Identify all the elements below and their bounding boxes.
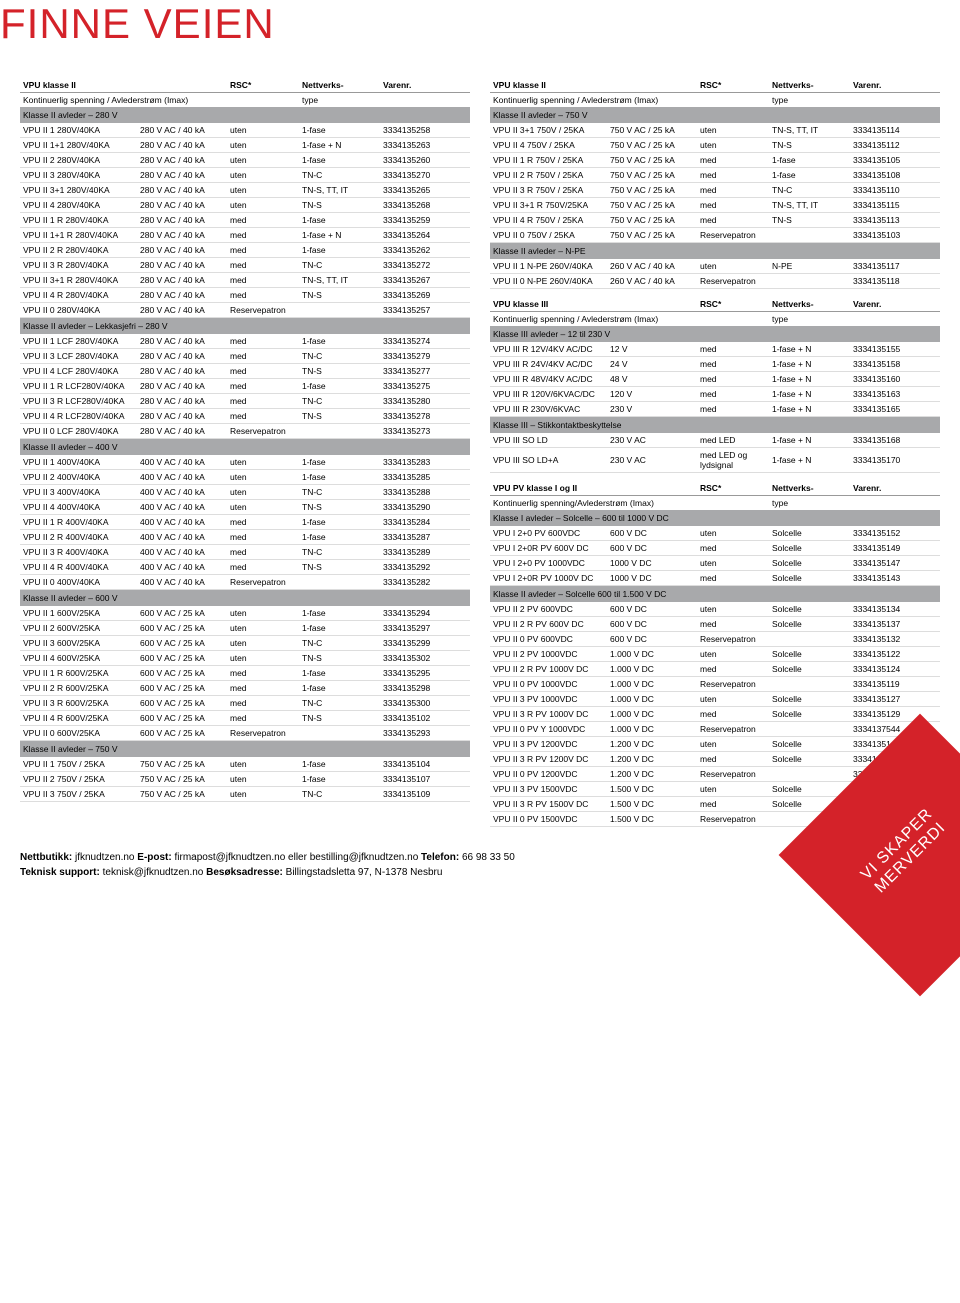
table-row: VPU I 2+0R PV 1000V DC1000 V DCmedSolcel…	[490, 571, 940, 586]
table-row: VPU II 3 750V / 25KA750 V AC / 25 kAuten…	[20, 787, 470, 802]
table-row: VPU II 3 280V/40KA280 V AC / 40 kAutenTN…	[20, 168, 470, 183]
table-row: VPU II 2 400V/40KA400 V AC / 40 kAuten1-…	[20, 470, 470, 485]
table-row: VPU III SO LD230 V ACmed LED1-fase + N33…	[490, 433, 940, 448]
table-row: VPU II 1 280V/40KA280 V AC / 40 kAuten1-…	[20, 123, 470, 138]
table-row: VPU II 2 R 750V / 25KA750 V AC / 25 kAme…	[490, 168, 940, 183]
table-row: VPU II 0 PV Y 1000VDC1.000 V DCReservepa…	[490, 722, 940, 737]
table-row: Klasse III avleder – 12 til 230 V	[490, 326, 940, 342]
table-row: VPU II 4 600V/25KA600 V AC / 25 kAutenTN…	[20, 651, 470, 666]
table-row: VPU II 0 N-PE 260V/40KA260 V AC / 40 kAR…	[490, 274, 940, 289]
table-row: VPU II 1 R 600V/25KA600 V AC / 25 kAmed1…	[20, 666, 470, 681]
table-row: VPU II 0 600V/25KA600 V AC / 25 kAReserv…	[20, 726, 470, 741]
table-row: Klasse III – Stikkontaktbeskyttelse	[490, 417, 940, 434]
table-row: VPU II 1 R 750V / 25KA750 V AC / 25 kAme…	[490, 153, 940, 168]
table-row: VPU II 1 N-PE 260V/40KA260 V AC / 40 kAu…	[490, 259, 940, 274]
table-row: VPU II 2 R PV 1000V DC1.000 V DCmedSolce…	[490, 662, 940, 677]
table-row: VPU II 1 750V / 25KA750 V AC / 25 kAuten…	[20, 757, 470, 772]
table-row: VPU III SO LD+A230 V ACmed LED og lydsig…	[490, 448, 940, 473]
table-row: VPU II 0 LCF 280V/40KA280 V AC / 40 kARe…	[20, 424, 470, 439]
table-row: VPU II 4 R 280V/40KA280 V AC / 40 kAmedT…	[20, 288, 470, 303]
table-row: Klasse II avleder – Solcelle 600 til 1.5…	[490, 586, 940, 603]
table-row: VPU II 3 R PV 1000V DC1.000 V DCmedSolce…	[490, 707, 940, 722]
table-row: VPU II 4 400V/40KA400 V AC / 40 kAutenTN…	[20, 500, 470, 515]
table-row: VPU II 4 280V/40KA280 V AC / 40 kAutenTN…	[20, 198, 470, 213]
table-row: VPU II 1+1 280V/40KA280 V AC / 40 kAuten…	[20, 138, 470, 153]
table-row: VPU II 1 R 400V/40KA400 V AC / 40 kAmed1…	[20, 515, 470, 530]
table-row: VPU II 1+1 R 280V/40KA280 V AC / 40 kAme…	[20, 228, 470, 243]
page-title: FINNE VEIEN	[0, 0, 940, 48]
table-row: Klasse II avleder – Lekkasjefri – 280 V	[20, 318, 470, 335]
table-row: VPU II 2 PV 600VDC600 V DCutenSolcelle33…	[490, 602, 940, 617]
table-row: Klasse II avleder – 750 V	[20, 741, 470, 758]
table-row: VPU I 2+0R PV 600V DC600 V DCmedSolcelle…	[490, 541, 940, 556]
table-row: VPU II 2 R 280V/40KA280 V AC / 40 kAmed1…	[20, 243, 470, 258]
table-row: VPU II 2 PV 1000VDC1.000 V DCutenSolcell…	[490, 647, 940, 662]
table-row: VPU II 4 R 400V/40KA400 V AC / 40 kAmedT…	[20, 560, 470, 575]
table-row: VPU III R 48V/4KV AC/DC48 Vmed1-fase + N…	[490, 372, 940, 387]
table-row: VPU II 3 400V/40KA400 V AC / 40 kAutenTN…	[20, 485, 470, 500]
table-row: VPU II 3 R 400V/40KA400 V AC / 40 kAmedT…	[20, 545, 470, 560]
table-row: VPU II 1 400V/40KA400 V AC / 40 kAuten1-…	[20, 455, 470, 470]
table-row: VPU II 3 600V/25KA600 V AC / 25 kAutenTN…	[20, 636, 470, 651]
table-row: Klasse I avleder – Solcelle – 600 til 10…	[490, 510, 940, 526]
table-row: VPU II 3 LCF 280V/40KA280 V AC / 40 kAme…	[20, 349, 470, 364]
table-row: VPU II 0 280V/40KA280 V AC / 40 kAReserv…	[20, 303, 470, 318]
table-row: VPU II 2 R 400V/40KA400 V AC / 40 kAmed1…	[20, 530, 470, 545]
table-row: VPU II 3+1 280V/40KA280 V AC / 40 kAuten…	[20, 183, 470, 198]
table-row: VPU II 0 750V / 25KA750 V AC / 25 kARese…	[490, 228, 940, 243]
table-row: VPU II 4 750V / 25KA750 V AC / 25 kAuten…	[490, 138, 940, 153]
table-row: VPU II 0 400V/40KA400 V AC / 40 kAReserv…	[20, 575, 470, 590]
table-row: VPU II 4 R LCF280V/40KA280 V AC / 40 kAm…	[20, 409, 470, 424]
table-row: VPU III R 120V/6KVAC/DC120 Vmed1-fase + …	[490, 387, 940, 402]
table-row: Klasse II avleder – N-PE	[490, 243, 940, 260]
table-row: VPU II 2 280V/40KA280 V AC / 40 kAuten1-…	[20, 153, 470, 168]
table-row: Klasse II avleder – 400 V	[20, 439, 470, 456]
table-row: VPU III R 12V/4KV AC/DC12 Vmed1-fase + N…	[490, 342, 940, 357]
table-row: Klasse II avleder – 280 V	[20, 107, 470, 123]
table-row: VPU II 3 R 750V / 25KA750 V AC / 25 kAme…	[490, 183, 940, 198]
right-table-a: VPU klasse IIRSC*Nettverks-Varenr. Konti…	[490, 78, 940, 289]
table-row: VPU II 1 R LCF280V/40KA280 V AC / 40 kAm…	[20, 379, 470, 394]
table-row: VPU II 2 750V / 25KA750 V AC / 25 kAuten…	[20, 772, 470, 787]
table-row: VPU II 4 R 750V / 25KA750 V AC / 25 kAme…	[490, 213, 940, 228]
table-row: VPU II 3+1 R 280V/40KA280 V AC / 40 kAme…	[20, 273, 470, 288]
table-row: VPU II 3 PV 1000VDC1.000 V DCutenSolcell…	[490, 692, 940, 707]
table-row: VPU I 2+0 PV 1000VDC1000 V DCutenSolcell…	[490, 556, 940, 571]
table-row: VPU II 0 PV 1000VDC1.000 V DCReservepatr…	[490, 677, 940, 692]
table-row: VPU II 3 R 600V/25KA600 V AC / 25 kAmedT…	[20, 696, 470, 711]
footer: Nettbutikk: jfknudtzen.no E-post: firmap…	[20, 850, 515, 880]
table-row: VPU II 4 R 600V/25KA600 V AC / 25 kAmedT…	[20, 711, 470, 726]
table-row: VPU I 2+0 PV 600VDC600 V DCutenSolcelle3…	[490, 526, 940, 541]
table-row: VPU II 3 R LCF280V/40KA280 V AC / 40 kAm…	[20, 394, 470, 409]
table-row: VPU II 1 600V/25KA600 V AC / 25 kAuten1-…	[20, 606, 470, 621]
table-row: VPU II 3 PV 1200VDC1.200 V DCutenSolcell…	[490, 737, 940, 752]
table-row: VPU III R 230V/6KVAC230 Vmed1-fase + N33…	[490, 402, 940, 417]
table-row: VPU III R 24V/4KV AC/DC24 Vmed1-fase + N…	[490, 357, 940, 372]
table-row: VPU II 2 R PV 600V DC600 V DCmedSolcelle…	[490, 617, 940, 632]
table-row: VPU II 3 R 280V/40KA280 V AC / 40 kAmedT…	[20, 258, 470, 273]
left-table: VPU klasse IIRSC*Nettverks-Varenr. Konti…	[20, 78, 470, 802]
table-row: VPU II 4 LCF 280V/40KA280 V AC / 40 kAme…	[20, 364, 470, 379]
table-row: VPU II 2 R 600V/25KA600 V AC / 25 kAmed1…	[20, 681, 470, 696]
table-row: VPU II 1 LCF 280V/40KA280 V AC / 40 kAme…	[20, 334, 470, 349]
right-table-b: VPU klasse IIIRSC*Nettverks-Varenr. Kont…	[490, 297, 940, 473]
table-row: Klasse II avleder – 750 V	[490, 107, 940, 123]
table-row: VPU II 2 600V/25KA600 V AC / 25 kAuten1-…	[20, 621, 470, 636]
table-row: VPU II 3+1 R 750V/25KA750 V AC / 25 kAme…	[490, 198, 940, 213]
table-row: Klasse II avleder – 600 V	[20, 590, 470, 607]
table-row: VPU II 3+1 750V / 25KA750 V AC / 25 kAut…	[490, 123, 940, 138]
table-row: VPU II 1 R 280V/40KA280 V AC / 40 kAmed1…	[20, 213, 470, 228]
table-row: VPU II 0 PV 600VDC600 V DCReservepatron3…	[490, 632, 940, 647]
